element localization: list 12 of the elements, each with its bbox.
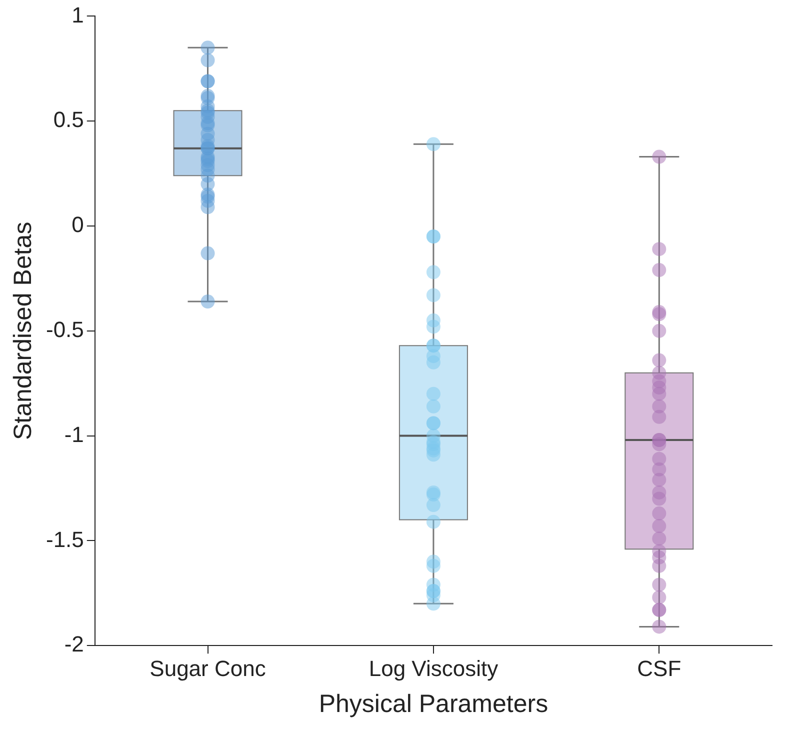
y-axis-title: Standardised Betas <box>8 222 37 440</box>
y-tick-label: 0 <box>72 212 84 238</box>
x-tick-label: Log Viscosity <box>368 656 498 681</box>
x-tick-label: CSF <box>637 656 682 681</box>
y-tick-label: -1.5 <box>46 526 84 552</box>
y-tick-label: 0.5 <box>53 107 84 132</box>
y-tick-label: -0.5 <box>46 316 84 342</box>
y-tick-label: -1 <box>64 422 84 447</box>
y-tick-label: 1 <box>72 2 84 28</box>
y-tick-label: -2 <box>64 632 84 657</box>
x-tick-label: Sugar Conc <box>150 656 266 681</box>
x-axis-title: Physical Parameters <box>318 690 548 718</box>
